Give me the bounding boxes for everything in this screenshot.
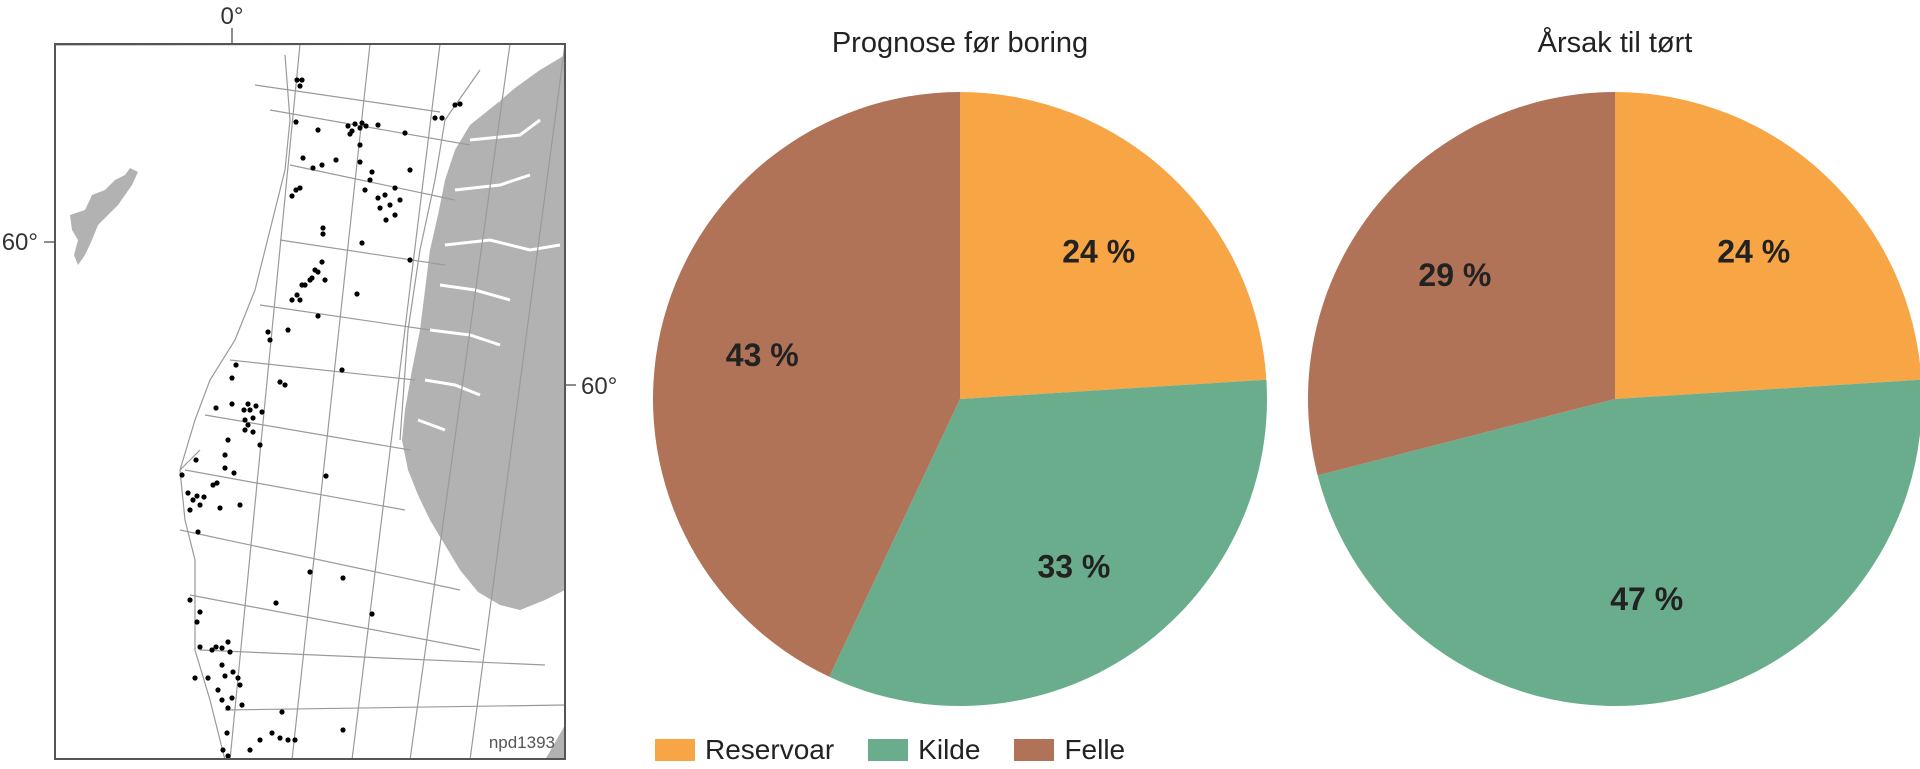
pie-title: Prognose før boring: [832, 27, 1088, 59]
shetland-islands: [70, 168, 138, 265]
legend: Reservoar Kilde Felle: [655, 732, 1159, 768]
pie-slice-felle: [1308, 92, 1615, 476]
pie-slice-reservoar: [960, 92, 1267, 399]
pie-slice-reservoar: [1615, 92, 1920, 399]
legend-swatch: [1014, 739, 1055, 761]
legend-item-kilde: Kilde: [868, 734, 980, 766]
pie-data-label: 43 %: [726, 337, 799, 373]
block-grid: [55, 44, 565, 759]
denmark-corner: [545, 725, 565, 759]
pie-slice-felle: [653, 92, 960, 677]
lat-label-left: 60°: [2, 229, 38, 256]
legend-item-felle: Felle: [1014, 734, 1125, 766]
pie-data-label: 47 %: [1610, 581, 1683, 617]
well-points: [179, 77, 463, 759]
pie-slice-kilde: [1317, 379, 1920, 706]
pie-slice-kilde: [829, 379, 1267, 706]
pie-data-label: 24 %: [1062, 233, 1135, 269]
fjords: [417, 98, 561, 432]
lon-label: 0°: [221, 3, 244, 30]
pie-data-label: 29 %: [1418, 257, 1491, 293]
pie-data-label: 24 %: [1717, 233, 1790, 269]
lat-label-right: 60°: [581, 373, 617, 400]
legend-swatch: [655, 739, 695, 761]
pie-data-label: 33 %: [1037, 549, 1110, 585]
norway-landmass: [402, 55, 565, 610]
pie-chart-prognose: Prognose før boring 24 % 33 % 43 %: [653, 27, 1267, 706]
pie-chart-arsak: Årsak til tørt 24 % 47 % 29 %: [1308, 26, 1920, 706]
map-frame: [54, 43, 566, 760]
legend-label: Reservoar: [705, 734, 835, 765]
legend-item-reservoar: Reservoar: [655, 734, 834, 766]
map-id-tag: npd1393: [489, 733, 555, 752]
well-location-map: 0° 60° 60°: [2, 3, 617, 760]
pie-title: Årsak til tørt: [1538, 26, 1693, 59]
legend-label: Felle: [1064, 734, 1126, 765]
legend-swatch: [868, 739, 909, 761]
legend-label: Kilde: [918, 734, 981, 765]
